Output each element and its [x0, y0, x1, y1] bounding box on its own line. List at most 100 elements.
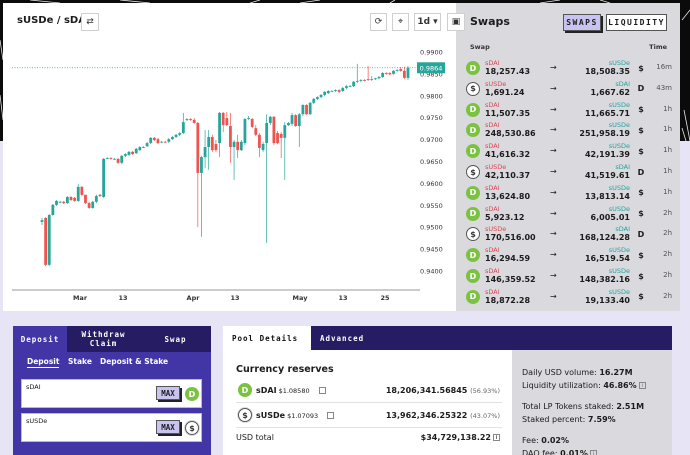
chart-type-button[interactable]: ▣ — [447, 13, 465, 31]
info-icon[interactable]: i — [638, 382, 646, 389]
candle-body — [276, 133, 279, 144]
sdai-max-button[interactable]: MAX — [156, 386, 180, 400]
candle-body — [377, 76, 381, 79]
arrow-right-icon: → — [550, 63, 557, 72]
refresh-button[interactable]: ⟳ — [370, 13, 387, 31]
tab-withdraw-claim[interactable]: Withdraw Claim — [81, 330, 126, 348]
info-icon[interactable]: i — [493, 434, 500, 441]
reserve-percent: (56.93%) — [470, 387, 500, 395]
candle-body — [149, 137, 153, 144]
y-axis-tick: 0.9500 — [420, 224, 443, 232]
invert-pair-button[interactable]: ⇄ — [81, 13, 99, 31]
subtab-stake[interactable]: Stake — [68, 357, 92, 366]
reserve-token-price: $1.08580 — [278, 387, 310, 395]
candle-body — [80, 186, 84, 195]
candle-body — [305, 104, 308, 115]
candle-body — [76, 186, 80, 201]
tab-pool-details[interactable]: Pool Details — [223, 326, 311, 350]
subtab-deposit[interactable]: Deposit — [27, 357, 60, 368]
swap-time: 1h — [663, 187, 672, 196]
sdai-amount-input[interactable] — [26, 392, 146, 406]
susde-max-button[interactable]: MAX — [156, 420, 180, 434]
reserve-amount: 18,206,341.56845 — [385, 386, 468, 395]
swap-from-token: sDAI — [485, 59, 500, 67]
candle-body — [247, 118, 250, 120]
cursor-tool-button[interactable]: ⌖ — [392, 13, 409, 31]
susde-amount-input[interactable] — [26, 426, 146, 440]
candle-body — [145, 143, 149, 147]
susde-token-icon: $ — [638, 125, 644, 135]
info-icon[interactable]: i — [589, 450, 597, 455]
swap-from-amount: 5,923.12 — [485, 212, 525, 222]
susde-token-icon: $ — [638, 250, 644, 260]
sdai-token-icon: D — [466, 185, 480, 200]
swaps-title: Swaps — [470, 15, 510, 28]
swap-to-token: sDAI — [615, 79, 630, 88]
subtab-deposit-and-stake[interactable]: Deposit & Stake — [100, 357, 169, 366]
swap-to-token: sUSDe — [608, 100, 630, 109]
sdai-token-icon: D — [466, 61, 480, 75]
reserve-row-sdai: D sDAI $1.08580 18,206,341.56845 (56.93%) — [236, 379, 502, 403]
candle-body — [163, 141, 167, 143]
liquidity-toggle-button[interactable]: LIQUIDITY — [606, 14, 667, 31]
y-axis-tick: 0.9800 — [420, 92, 443, 100]
swap-row[interactable]: $ sUSDe 170,516.00 → sDAI 168,124.28 D 2h — [466, 224, 672, 244]
candle-body — [51, 204, 55, 215]
interval-select[interactable]: 1d ▾ — [414, 13, 441, 31]
tab-swap[interactable]: Swap — [164, 334, 187, 344]
swap-from-amount: 170,516.00 — [485, 233, 536, 243]
sdai-token-icon: D — [637, 229, 645, 239]
swap-to-token: sUSDe — [608, 204, 630, 213]
chart-type-icon: ▣ — [451, 17, 461, 27]
swap-to-token: sUSDe — [608, 121, 630, 130]
swap-to-amount: 13,813.14 — [584, 191, 630, 201]
candle-body — [388, 73, 392, 75]
candle-body — [326, 90, 330, 94]
swap-from-amount: 248,530.86 — [485, 129, 536, 139]
candlestick-chart[interactable]: 0.9900 0.9850 0.9800 0.9750 0.9700 0.9650 0.96… — [3, 3, 456, 311]
fee-stat: Fee: 0.02% — [522, 436, 570, 445]
swap-to-amount: 41,519.61 — [584, 171, 630, 180]
last-price-badge — [417, 62, 445, 74]
swap-to-amount: 148,382.16 — [579, 275, 630, 284]
tab-deposit[interactable]: Deposit — [13, 326, 67, 352]
chart-panel: sUSDe / sDAI▾ ⇄ ⟳ ⌖ 1d ▾ ▣ 0.99000.98500… — [3, 3, 465, 311]
copy-icon[interactable] — [318, 387, 326, 394]
candle-body — [297, 114, 301, 127]
candle-body — [109, 157, 113, 159]
swap-from-amount: 11,507.35 — [485, 108, 531, 118]
swap-to-amount: 42,191.39 — [584, 150, 630, 160]
swap-to-token: sDAI — [615, 225, 630, 234]
candle-body — [116, 158, 120, 163]
candle-body — [258, 134, 261, 148]
swap-from-token: sDAI — [485, 100, 500, 109]
swaps-toggle-button[interactable]: SWAPS — [563, 14, 601, 31]
candle-body — [98, 194, 102, 197]
tab-advanced[interactable]: Advanced — [320, 333, 365, 343]
swap-column-header: Swap — [470, 43, 490, 51]
reserve-token-price: $1.07093 — [287, 412, 319, 420]
pool-details-panel: Pool Details Advanced Currency reserves … — [223, 326, 672, 455]
swap-time: 2h — [663, 208, 672, 217]
swap-row[interactable]: $ sUSDe 42,110.37 → sDAI 41,519.61 D 1h — [466, 162, 672, 182]
x-axis-tick: 13 — [338, 294, 347, 302]
x-axis-tick: 13 — [118, 294, 127, 302]
copy-icon[interactable] — [327, 412, 335, 419]
candle-body — [200, 157, 203, 173]
swap-to-token: sDAI — [615, 163, 630, 171]
arrow-right-icon: → — [550, 291, 557, 301]
y-axis-tick: 0.9600 — [420, 180, 443, 188]
arrow-right-icon: → — [550, 187, 557, 197]
swap-row[interactable]: $ sUSDe 1,691.24 → sDAI 1,667.62 D 43m — [466, 79, 672, 99]
candle-body — [44, 218, 48, 265]
